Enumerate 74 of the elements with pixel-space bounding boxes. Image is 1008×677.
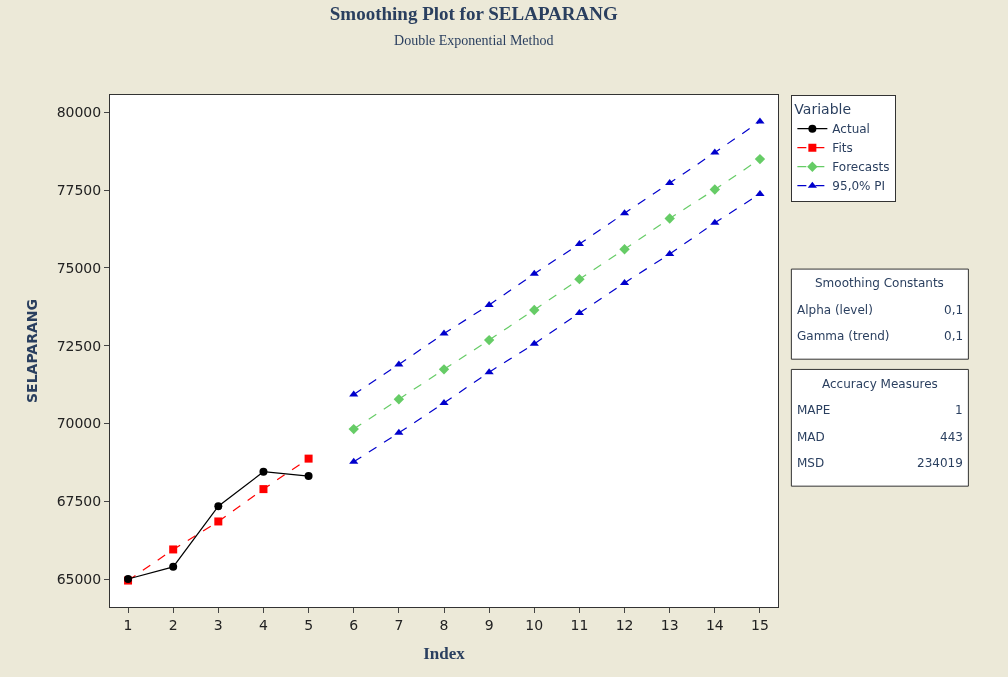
point [529, 339, 539, 346]
x-tick-label: 12 [615, 616, 634, 633]
point [710, 218, 720, 225]
chart-title: Smoothing Plot for SELAPARANG [329, 3, 618, 25]
text: MAPE [797, 403, 831, 417]
point [169, 562, 178, 571]
point [349, 390, 359, 397]
point [665, 249, 675, 256]
point [755, 189, 765, 196]
x-tick-label: 1 [123, 616, 133, 633]
text: Accuracy Measures [822, 377, 938, 391]
x-tick-label: 4 [259, 616, 268, 633]
chart-subtitle: Double Exponential Method [394, 33, 554, 49]
legend-label: Actual [832, 122, 870, 137]
point [619, 244, 630, 255]
text: MAD [797, 430, 825, 444]
point [710, 148, 720, 155]
x-tick-label: 13 [660, 616, 679, 633]
legend-label: Fits [832, 141, 853, 156]
text: Smoothing Constants [815, 276, 944, 290]
point [393, 394, 405, 405]
x-tick-label: 2 [168, 616, 178, 633]
point [529, 304, 540, 316]
point [259, 467, 268, 476]
point [483, 334, 495, 346]
point [664, 213, 675, 224]
legend-title: Variable [794, 101, 852, 118]
y-tick-label: 65000 [56, 570, 102, 587]
x-tick-label: 11 [570, 616, 589, 633]
point [259, 485, 268, 494]
point [439, 329, 449, 336]
point [169, 545, 178, 554]
point [349, 457, 359, 464]
point [304, 472, 313, 481]
x-tick-label: 15 [751, 616, 769, 633]
point [754, 153, 766, 165]
point [304, 454, 313, 463]
point [665, 179, 675, 186]
text: MSD [797, 456, 825, 470]
point [348, 423, 359, 435]
y-axis-title: SELAPARANG [24, 298, 41, 404]
y-tick-label: 67500 [56, 493, 102, 510]
y-tick-label: 70000 [56, 415, 102, 432]
x-tick-label: 10 [525, 616, 544, 633]
text: 1 [955, 403, 963, 417]
text: Gamma (trend) [797, 329, 890, 343]
x-tick-label: 3 [213, 616, 223, 633]
x-tick-label: 9 [484, 616, 494, 633]
point [439, 398, 449, 405]
point [529, 269, 539, 276]
point [214, 502, 223, 511]
text: 234019 [917, 456, 963, 470]
point [484, 300, 494, 307]
y-tick-label: 75000 [56, 259, 102, 276]
text: 0,1 [944, 329, 964, 343]
text: Alpha (level) [797, 303, 873, 317]
point [394, 428, 404, 435]
y-tick-label: 72500 [56, 337, 102, 354]
point [214, 517, 223, 526]
text: 0,1 [944, 303, 964, 317]
x-tick-label: 5 [304, 616, 314, 633]
legend-label: 95,0% PI [832, 179, 886, 194]
x-tick-label: 8 [439, 616, 449, 633]
x-tick-label: 6 [349, 616, 359, 633]
legend-label: Forecasts [832, 160, 890, 175]
point [438, 364, 450, 375]
x-tick-label: 14 [705, 616, 724, 633]
y-tick-label: 80000 [56, 104, 102, 121]
text: 443 [940, 430, 963, 444]
y-tick-label: 77500 [56, 182, 102, 199]
point [709, 184, 721, 195]
x-tick-label: 7 [394, 616, 404, 633]
x-axis-title: Index [423, 644, 466, 664]
point [574, 273, 585, 285]
